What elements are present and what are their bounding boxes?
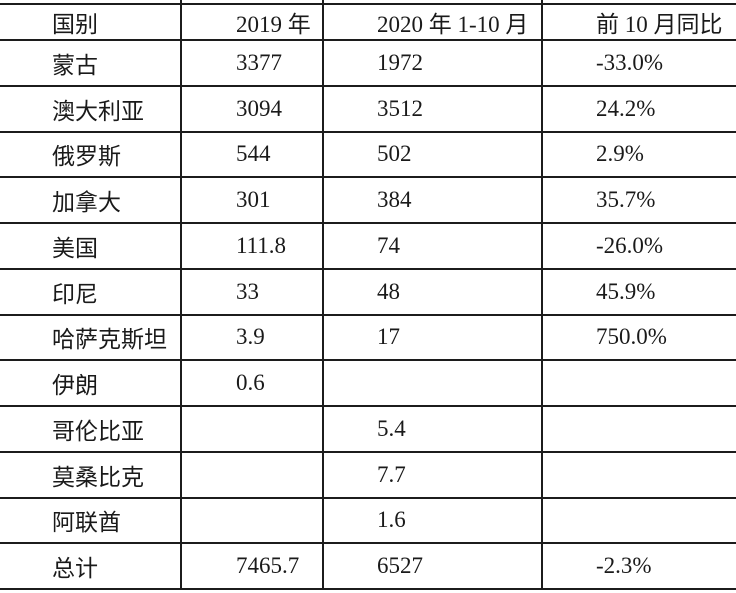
- cell-2020: 17: [323, 313, 543, 362]
- table-row: 阿联酋 1.6: [0, 496, 736, 545]
- cell-yoy: 2.9%: [542, 130, 736, 179]
- col-header-2020-jan-oct: 2020 年 1-10 月: [323, 3, 543, 41]
- cell-2020: 48: [323, 267, 543, 316]
- cell-2019: 111.8: [181, 222, 324, 270]
- cell-2019: 301: [181, 176, 324, 224]
- gridline-stub: [180, 0, 182, 3]
- cell-yoy: 750.0%: [542, 313, 736, 362]
- cell-2020: 1.6: [323, 496, 543, 545]
- table-row-total: 总计 7465.7 6527 -2.3%: [0, 542, 736, 590]
- cell-2019: 3094: [181, 84, 324, 133]
- table-header-row: 国别 2019 年 2020 年 1-10 月 前 10 月同比: [0, 3, 736, 41]
- cell-country: 美国: [0, 222, 182, 270]
- table-row: 哈萨克斯坦 3.9 17 750.0%: [0, 313, 736, 362]
- country-import-table: 国别 2019 年 2020 年 1-10 月 前 10 月同比 蒙古 3377…: [0, 3, 736, 590]
- cell-country: 加拿大: [0, 176, 182, 224]
- cell-2019: [181, 496, 324, 545]
- cell-2020: 7.7: [323, 450, 543, 499]
- cell-2019: [181, 405, 324, 453]
- cell-yoy: 35.7%: [542, 176, 736, 224]
- cell-2019: 3.9: [181, 313, 324, 362]
- col-header-country: 国别: [0, 3, 182, 41]
- cell-2020: 1972: [323, 39, 543, 87]
- cell-yoy: [542, 496, 736, 545]
- cell-2019: 0.6: [181, 359, 324, 407]
- cell-yoy: 45.9%: [542, 267, 736, 316]
- table-row: 莫桑比克 7.7: [0, 450, 736, 499]
- cell-2019: [181, 450, 324, 499]
- cell-country: 哥伦比亚: [0, 405, 182, 453]
- col-header-2019: 2019 年: [181, 3, 324, 41]
- cell-country: 哈萨克斯坦: [0, 313, 182, 362]
- gridline-stub: [541, 0, 543, 3]
- cell-2020: 384: [323, 176, 543, 224]
- cell-country: 印尼: [0, 267, 182, 316]
- cell-yoy: -26.0%: [542, 222, 736, 270]
- cell-country: 澳大利亚: [0, 84, 182, 133]
- table-row: 伊朗 0.6: [0, 359, 736, 407]
- table-row: 印尼 33 48 45.9%: [0, 267, 736, 316]
- cell-2019: 33: [181, 267, 324, 316]
- cell-yoy: [542, 405, 736, 453]
- table-row: 哥伦比亚 5.4: [0, 405, 736, 453]
- table-row: 美国 111.8 74 -26.0%: [0, 222, 736, 270]
- cell-country: 俄罗斯: [0, 130, 182, 179]
- cell-2019: 3377: [181, 39, 324, 87]
- cell-2020: 74: [323, 222, 543, 270]
- table-row: 加拿大 301 384 35.7%: [0, 176, 736, 224]
- cell-country: 伊朗: [0, 359, 182, 407]
- cell-country: 蒙古: [0, 39, 182, 87]
- cell-country: 总计: [0, 542, 182, 590]
- table-row: 澳大利亚 3094 3512 24.2%: [0, 84, 736, 133]
- cell-2019: 7465.7: [181, 542, 324, 590]
- table-row: 蒙古 3377 1972 -33.0%: [0, 39, 736, 87]
- cell-yoy: -2.3%: [542, 542, 736, 590]
- table-body: 蒙古 3377 1972 -33.0% 澳大利亚 3094 3512 24.2%…: [0, 39, 736, 590]
- cell-yoy: 24.2%: [542, 84, 736, 133]
- cell-yoy: -33.0%: [542, 39, 736, 87]
- cell-2020: 5.4: [323, 405, 543, 453]
- cell-country: 阿联酋: [0, 496, 182, 545]
- cell-yoy: [542, 450, 736, 499]
- cell-yoy: [542, 359, 736, 407]
- cell-2020: 502: [323, 130, 543, 179]
- cell-2020: [323, 359, 543, 407]
- cell-2020: 6527: [323, 542, 543, 590]
- cell-2020: 3512: [323, 84, 543, 133]
- gridline-stub: [322, 0, 324, 3]
- cell-country: 莫桑比克: [0, 450, 182, 499]
- col-header-yoy: 前 10 月同比: [542, 3, 736, 41]
- cell-2019: 544: [181, 130, 324, 179]
- table-row: 俄罗斯 544 502 2.9%: [0, 130, 736, 179]
